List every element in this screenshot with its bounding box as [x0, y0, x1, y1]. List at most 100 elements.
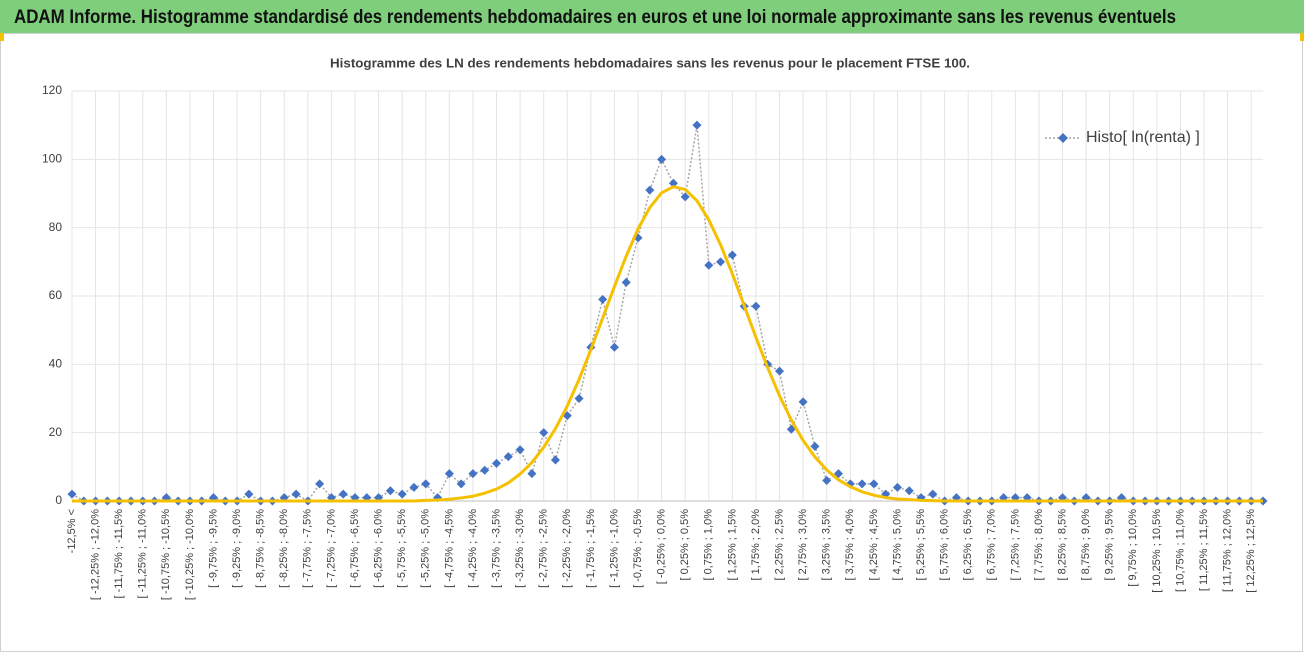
normal-curve: [72, 185, 1263, 503]
data-point: [716, 257, 726, 267]
x-tick-label: -12,5% <: [66, 509, 78, 553]
x-tick-label: [ -12,25% ; -12,0%: [89, 509, 101, 600]
x-tick-label: [ -11,75% ; -11,5%: [113, 509, 125, 599]
x-tick-label: [ -8,75% ; -8,5%: [255, 509, 267, 588]
x-tick-label: [ -0,75% ; -0,5%: [632, 509, 644, 588]
data-point: [527, 469, 537, 479]
x-tick-label: [ -6,75% ; -6,5%: [349, 509, 361, 588]
data-point: [409, 482, 419, 492]
x-tick-label: [ -0,25% ; 0,0%: [656, 509, 668, 584]
data-point: [810, 441, 820, 451]
x-tick-label: [ -9,25% ; -9,0%: [231, 509, 243, 588]
data-point: [515, 445, 525, 455]
chart-frame: [0, 33, 1303, 652]
data-point: [468, 469, 478, 479]
data-point: [492, 458, 502, 468]
x-tick-label: [ 3,75% ; 4,0%: [844, 509, 856, 581]
data-point: [869, 479, 879, 489]
x-tick-label: [ 8,75% ; 9,0%: [1080, 509, 1092, 581]
x-tick-label: [ 0,25% ; 0,5%: [679, 509, 691, 581]
data-point: [621, 277, 631, 287]
data-point: [798, 397, 808, 407]
legend-marker: [1058, 133, 1068, 143]
x-tick-label: [ 4,75% ; 5,0%: [891, 509, 903, 581]
x-tick-label: [ -4,75% ; -4,5%: [443, 509, 455, 588]
x-tick-label: [ -3,25% ; -3,0%: [514, 509, 526, 588]
data-point: [645, 185, 655, 195]
x-tick-label: [ 11,25% ; 11,5%: [1198, 509, 1210, 591]
data-point: [928, 489, 938, 499]
data-point: [598, 294, 608, 304]
x-tick-label: [ -11,25% ; -11,0%: [137, 509, 149, 599]
data-point: [857, 479, 867, 489]
x-tick-label: [ -2,25% ; -2,0%: [561, 509, 573, 588]
x-tick-label: [ -1,75% ; -1,5%: [585, 509, 597, 588]
data-point: [892, 482, 902, 492]
data-point: [668, 178, 678, 188]
x-tick-label: [ 2,75% ; 3,0%: [797, 509, 809, 581]
x-tick-label: [ -2,75% ; -2,5%: [538, 509, 550, 588]
y-tick-label: 0: [55, 493, 62, 507]
data-point: [751, 301, 761, 311]
data-point: [291, 489, 301, 499]
data-point: [822, 476, 832, 485]
x-tick-label: [ 9,25% ; 9,5%: [1104, 509, 1116, 581]
corner-mark: [0, 33, 4, 41]
data-point: [786, 424, 796, 434]
x-tick-label: [ 11,75% ; 12,0%: [1222, 509, 1234, 592]
data-point: [338, 489, 348, 499]
x-tick-label: [ -6,25% ; -6,0%: [373, 509, 385, 588]
data-point: [539, 428, 549, 438]
data-point: [657, 154, 667, 164]
data-point: [550, 455, 560, 465]
x-tick-label: [ -9,75% ; -9,5%: [207, 509, 219, 588]
x-tick-label: [ -5,75% ; -5,5%: [396, 509, 408, 588]
corner-mark: [1300, 33, 1304, 41]
data-point: [421, 479, 431, 489]
x-tick-label: [ -10,75% ; -10,5%: [160, 509, 172, 600]
x-tick-label: [ 6,25% ; 6,5%: [962, 509, 974, 581]
x-tick-label: [ 1,25% ; 1,5%: [726, 509, 738, 581]
x-tick-label: [ 2,25% ; 2,5%: [773, 509, 785, 581]
data-point: [456, 479, 466, 489]
data-point: [244, 489, 254, 499]
data-point: [503, 452, 513, 462]
y-tick-label: 60: [49, 288, 63, 302]
x-tick-label: [ 7,25% ; 7,5%: [1009, 509, 1021, 581]
x-tick-label: [ 0,75% ; 1,0%: [703, 509, 715, 581]
x-tick-label: [ -4,25% ; -4,0%: [467, 509, 479, 588]
x-tick-label: [ 3,25% ; 3,5%: [821, 509, 833, 581]
header-title: ADAM Informe. Histogramme standardisé de…: [14, 7, 1176, 28]
data-point: [397, 489, 407, 499]
data-point: [574, 394, 584, 403]
data-point: [67, 489, 77, 499]
y-tick-label: 100: [42, 152, 62, 166]
x-tick-label: [ 5,75% ; 6,0%: [939, 509, 951, 581]
x-tick-label: [ -7,75% ; -7,5%: [302, 509, 314, 588]
data-point: [315, 479, 325, 489]
data-point: [775, 366, 785, 376]
data-point: [680, 192, 690, 202]
x-tick-label: [ 1,75% ; 2,0%: [750, 509, 762, 581]
y-tick-label: 80: [49, 220, 63, 234]
x-tick-label: [ 8,25% ; 8,5%: [1056, 509, 1068, 581]
data-point: [692, 120, 702, 130]
data-point: [833, 469, 843, 479]
header-bar: [0, 0, 1304, 33]
data-point: [727, 250, 737, 260]
x-tick-label: [ 12,25% ; 12,5%: [1245, 509, 1257, 593]
y-tick-label: 20: [49, 425, 63, 439]
y-tick-label: 120: [42, 83, 62, 97]
data-point: [704, 260, 714, 270]
data-point: [480, 465, 490, 475]
x-tick-label: [ 4,25% ; 4,5%: [868, 509, 880, 581]
x-tick-label: [ 5,25% ; 5,5%: [915, 509, 927, 581]
legend-label: Histo[ ln(renta) ]: [1086, 129, 1200, 146]
y-tick-label: 40: [49, 357, 63, 371]
x-tick-label: [ 6,75% ; 7,0%: [986, 509, 998, 581]
x-tick-label: [ 10,25% ; 10,5%: [1151, 509, 1163, 593]
data-point: [609, 342, 619, 352]
x-tick-label: [ -3,75% ; -3,5%: [490, 509, 502, 588]
